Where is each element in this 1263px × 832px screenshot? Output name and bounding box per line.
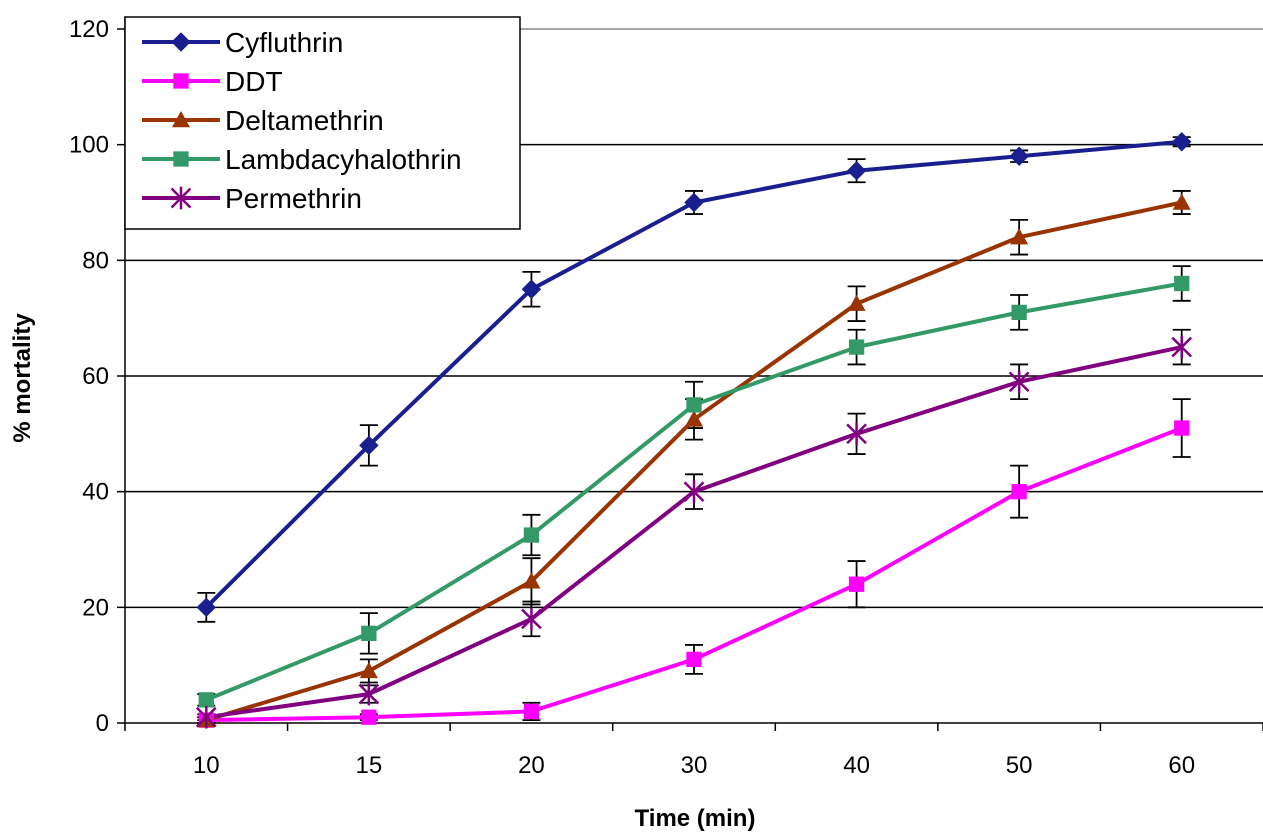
data-point-cyfluthrin [684, 192, 704, 213]
axes: 0 20 40 60 80 100 120 10 15 20 30 40 50 60 [69, 16, 1263, 779]
data-point-cyfluthrin [1009, 146, 1029, 166]
data-point-deltamethrin [522, 572, 541, 589]
data-point-deltamethrin [847, 294, 866, 311]
data-point-ddt [361, 709, 377, 725]
legend-marker [171, 32, 191, 52]
data-point-lambdacyhalothrin [686, 397, 702, 413]
y-tick-label: 100 [69, 132, 109, 159]
data-point-lambdacyhalothrin [1011, 304, 1027, 321]
y-tick-label: 40 [82, 479, 109, 506]
legend-label: DDT [225, 66, 283, 97]
legend-marker [173, 151, 189, 167]
data-point-permethrin [683, 480, 705, 504]
legend-marker [170, 186, 192, 210]
x-axis-title: Time (min) [635, 805, 756, 832]
legend-label: Deltamethrin [225, 105, 384, 136]
data-point-lambdacyhalothrin [1174, 275, 1190, 292]
legend-item: Cyfluthrin [142, 27, 343, 58]
legend-label: Lambdacyhalothrin [225, 144, 462, 175]
data-point-permethrin [521, 607, 542, 631]
data-point-permethrin [1171, 335, 1193, 359]
data-point-cyfluthrin [846, 160, 867, 181]
legend-item: DDT [142, 66, 283, 97]
series-markers [195, 132, 1193, 729]
data-point-lambdacyhalothrin [361, 625, 377, 642]
data-point-ddt [523, 703, 540, 720]
legend-box [124, 16, 521, 230]
y-tick-label: 0 [96, 710, 109, 737]
data-point-cyfluthrin [521, 279, 542, 299]
data-point-lambdacyhalothrin [848, 339, 865, 355]
legend-item: Deltamethrin [142, 105, 384, 136]
x-tick-label: 50 [1006, 752, 1033, 779]
legend-item: Permethrin [142, 183, 362, 214]
y-tick-label: 80 [82, 247, 109, 274]
y-tick-label: 60 [82, 363, 109, 390]
legend-label: Cyfluthrin [225, 27, 343, 58]
data-point-deltamethrin [359, 661, 378, 679]
data-point-cyfluthrin [359, 435, 379, 456]
data-point-cyfluthrin [196, 597, 216, 618]
data-point-ddt [1011, 484, 1027, 500]
data-point-deltamethrin [1010, 228, 1029, 245]
y-tick-label: 120 [69, 16, 109, 43]
data-point-permethrin [358, 682, 380, 706]
y-tick-label: 20 [82, 594, 109, 621]
data-point-deltamethrin [685, 410, 703, 427]
data-point-ddt [1174, 420, 1190, 436]
data-point-permethrin [846, 422, 867, 446]
legend-marker [172, 111, 190, 128]
legend-marker [173, 73, 189, 89]
x-tick-label: 20 [518, 752, 545, 779]
legend-item: Lambdacyhalothrin [142, 144, 462, 175]
data-point-lambdacyhalothrin [523, 527, 540, 543]
x-tick-label: 40 [843, 752, 870, 779]
data-point-permethrin [1008, 370, 1030, 394]
data-point-permethrin [195, 705, 217, 729]
y-axis-title: % mortality [9, 313, 36, 443]
data-point-ddt [848, 576, 865, 592]
x-tick-label: 15 [356, 752, 383, 779]
legend: Cyfluthrin DDT Deltamethrin Lambdacyhalothr… [124, 16, 521, 230]
x-tick-label: 60 [1168, 752, 1195, 779]
data-point-lambdacyhalothrin [198, 692, 214, 708]
data-point-deltamethrin [1172, 193, 1191, 210]
data-point-cyfluthrin [1172, 132, 1192, 152]
legend-label: Permethrin [225, 183, 362, 214]
data-point-ddt [686, 651, 702, 668]
x-tick-label: 10 [193, 752, 220, 779]
x-tick-label: 30 [681, 752, 708, 779]
